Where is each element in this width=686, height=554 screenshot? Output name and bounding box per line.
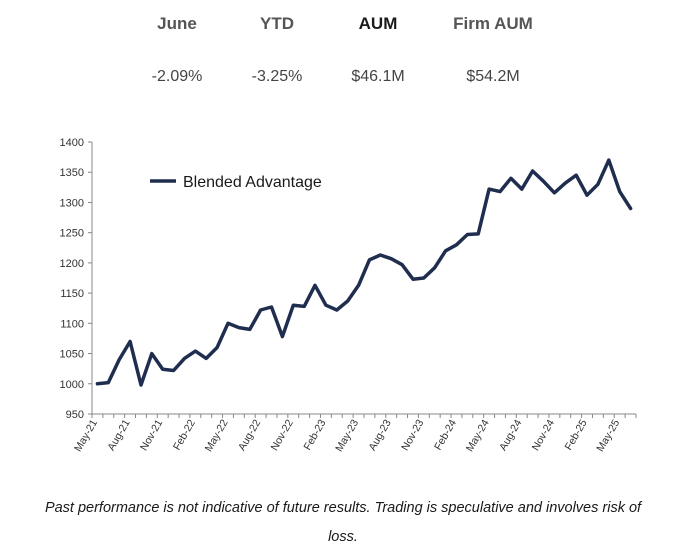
y-tick-label: 1400	[60, 137, 84, 149]
line-chart: 950 1000 1050 1100 1150 1200 1250 1300 1350 1400 M…	[60, 137, 637, 454]
y-tick-label: 1300	[60, 197, 84, 209]
x-tick-label: Feb-23	[301, 417, 328, 452]
stat-value-june: -2.09%	[151, 68, 203, 85]
disclaimer: Past performance is not indicative of fu…	[44, 500, 642, 545]
x-tick-label: Nov-22	[269, 417, 296, 452]
y-tick-label: 1200	[60, 258, 84, 270]
x-tick-label: Aug-21	[105, 417, 132, 452]
x-tick-label: Feb-24	[432, 417, 459, 452]
stat-value-firm-aum: $54.2M	[466, 68, 520, 85]
y-tick-label: 950	[66, 409, 84, 421]
stat-label-firm-aum: Firm AUM	[453, 14, 533, 33]
x-tick-label: May-21	[72, 417, 100, 453]
y-tick-label: 1150	[60, 288, 84, 300]
stat-value-ytd: -3.25%	[251, 68, 303, 85]
legend-label: Blended Advantage	[183, 174, 322, 191]
y-tick-label: 1100	[60, 318, 84, 330]
x-tick-label: Aug-22	[236, 417, 263, 452]
y-tick-label: 1050	[60, 349, 84, 361]
series-line	[95, 158, 633, 387]
x-tick-label: May-25	[594, 417, 622, 453]
x-tick-label: Nov-23	[399, 417, 426, 452]
x-tick-label: Feb-25	[563, 417, 590, 452]
y-tick-label: 1000	[60, 379, 84, 391]
x-tick-label: May-23	[333, 417, 361, 453]
y-tick-label: 1350	[60, 167, 84, 179]
stat-label-aum: AUM	[358, 14, 398, 33]
stat-label-ytd: YTD	[260, 14, 294, 33]
x-tick-label: May-22	[203, 417, 231, 453]
x-tick-label: Aug-24	[497, 417, 524, 452]
x-tick-label: Nov-21	[138, 417, 165, 452]
x-tick-label: Aug-23	[366, 417, 393, 452]
x-tick-label: Nov-24	[530, 417, 557, 452]
stat-label-june: June	[157, 14, 197, 33]
x-tick-label: Feb-22	[171, 417, 198, 452]
stats-summary: June YTD AUM Firm AUM -2.09% -3.25% $46.…	[0, 0, 686, 100]
stat-value-aum: $46.1M	[351, 68, 405, 85]
x-tick-label: May-24	[464, 417, 492, 453]
y-tick-label: 1250	[60, 228, 84, 240]
